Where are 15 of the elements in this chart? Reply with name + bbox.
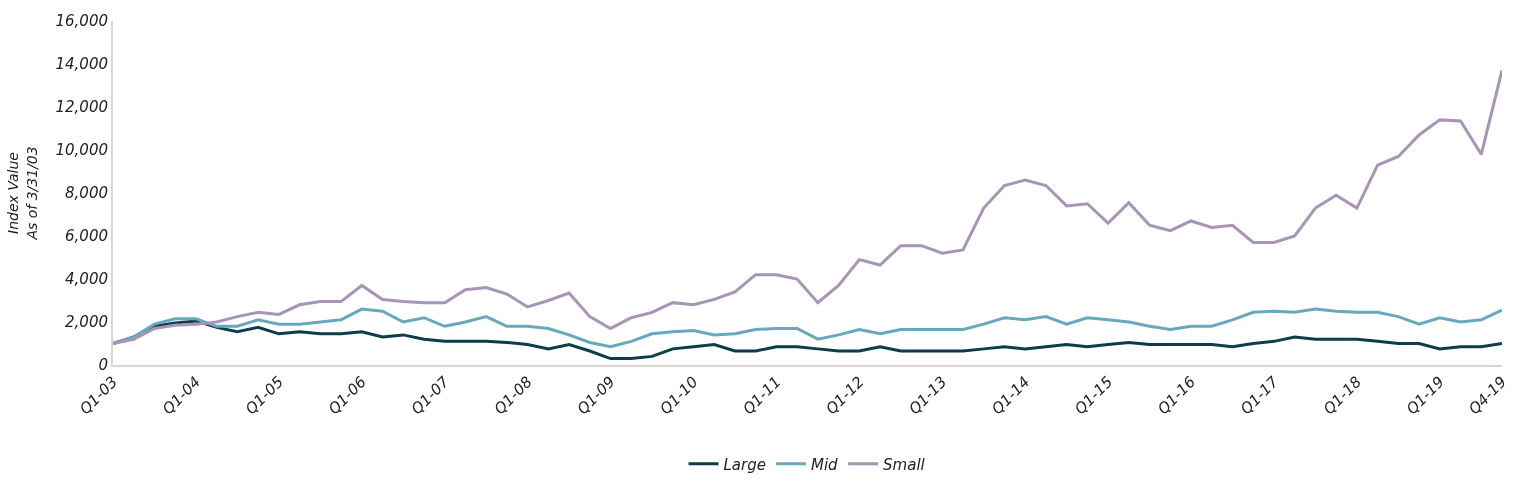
y-tick-label: 8,000 [65,184,108,203]
y-tick-label: 2,000 [65,313,108,332]
line-series [113,68,1502,345]
line-series [113,307,1502,349]
y-tick-label: 10,000 [55,141,108,160]
y-tick-label: 12,000 [55,98,108,117]
legend-label: Small [883,455,926,474]
y-tick-label: 16,000 [55,12,108,31]
legend-label: Mid [810,455,839,474]
y-tick-label: 0 [98,356,108,375]
y-axis-title: Index Value As of 3/31/03 [5,146,40,241]
y-tick-label: 4,000 [65,270,108,289]
y-tick-label: 6,000 [65,227,108,246]
y-tick-label: 14,000 [55,55,108,74]
legend-label: Large [723,455,766,474]
